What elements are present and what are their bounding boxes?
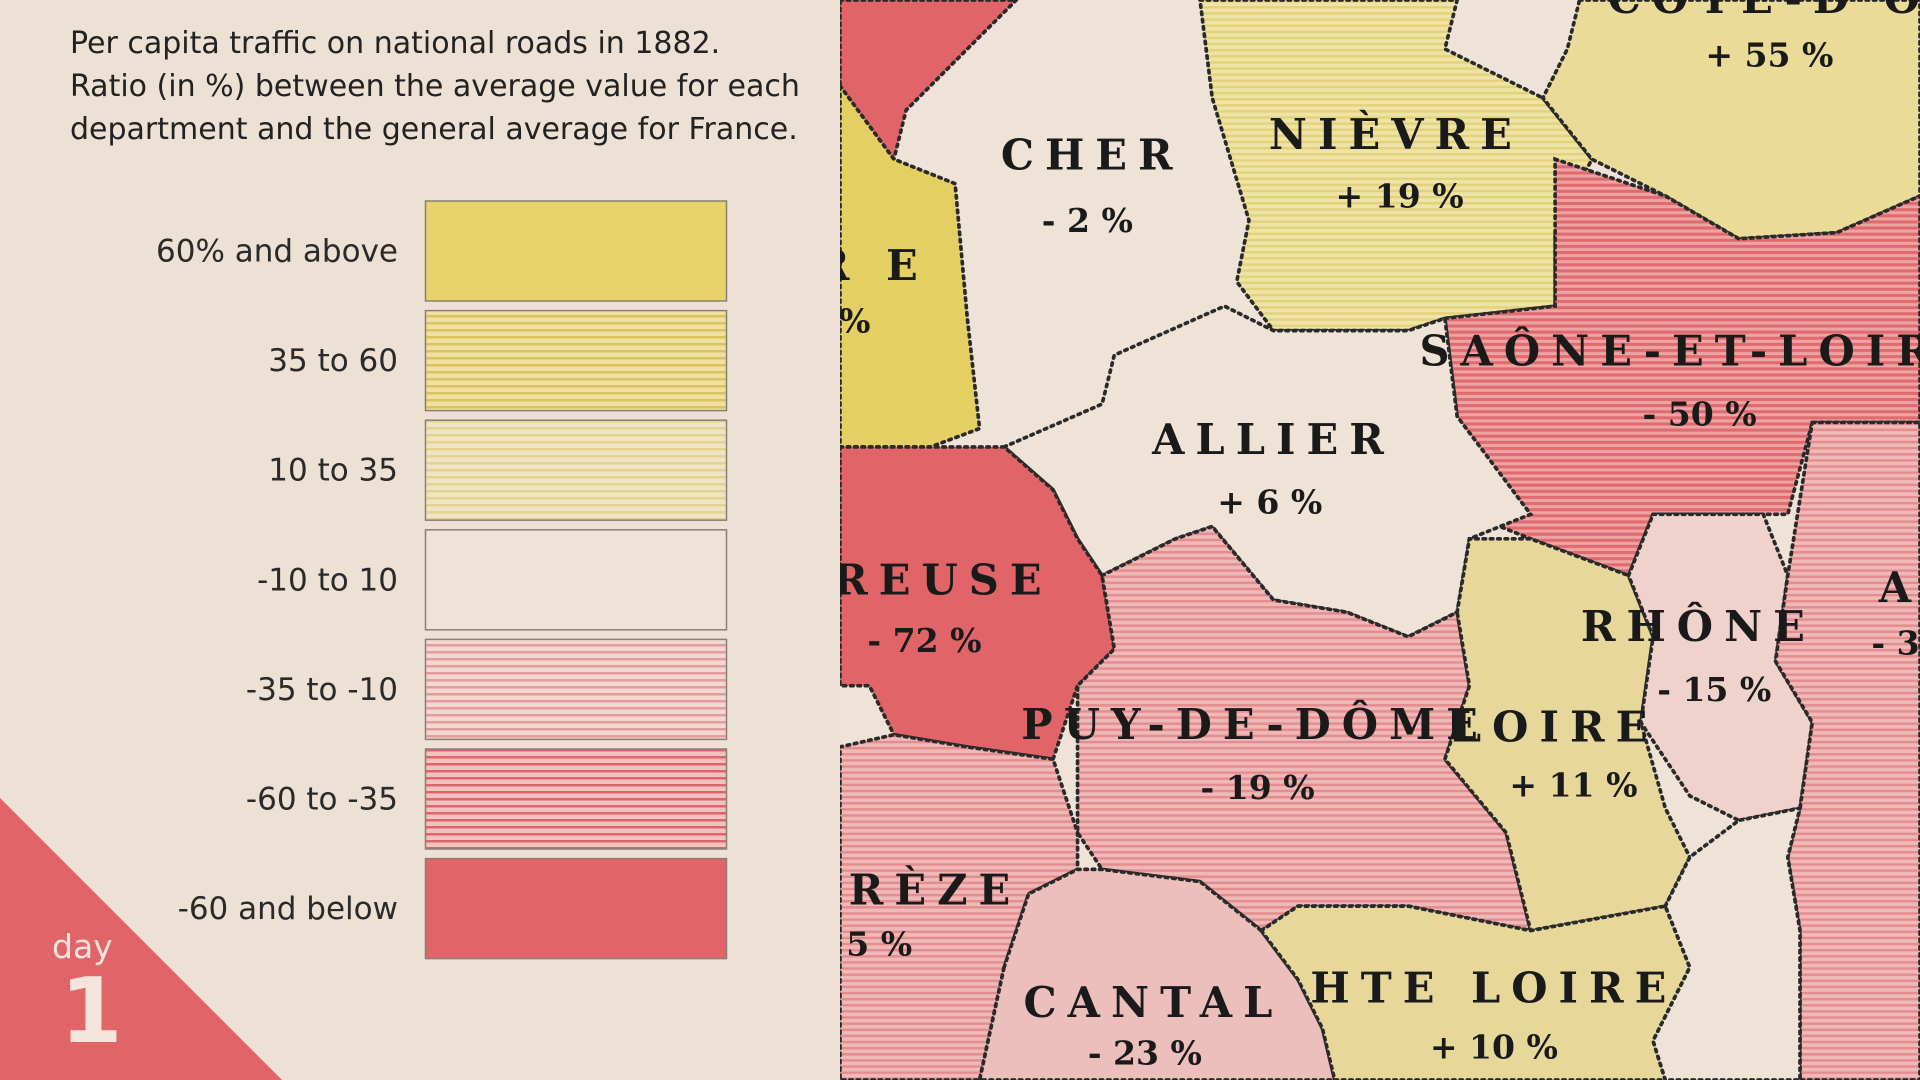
region-name: CHER [1001,131,1184,180]
region-value: + 11 % [1509,765,1637,804]
legend-panel: Per capita traffic on national roads in … [0,0,840,1080]
legend-label: -35 to -10 [246,672,398,708]
legend-swatch [424,419,728,521]
region-name: LOIRE [1452,703,1658,752]
region [1442,536,1692,933]
badge-triangle [0,798,282,1080]
region-value: + 6 % [1217,482,1322,521]
title-line: department and the general average for F… [70,112,798,147]
region-name: ALLIER [1151,415,1395,464]
region-value: % [840,301,870,340]
region [1651,805,1803,1080]
legend-label: 10 to 35 [268,453,398,489]
region-value: - 19 % [1200,768,1314,807]
region-value: - 72 % [867,621,981,660]
region-value: - 23 % [1088,1034,1202,1073]
map: CHER - 2 % NIÈVRE + 19 % CÔTE-D'O + 55 % SAÔNE… [840,0,1920,1080]
legend-swatch [424,200,728,302]
legend-label: -60 and below [178,891,398,927]
legend-swatch [424,748,728,850]
legend: day 1 60% and above 35 to 60 10 to 35 -10 t… [0,200,728,1080]
region-value: 5 % [846,925,912,964]
region [1075,524,1534,933]
legend-label: 35 to 60 [268,343,398,379]
title-line: Ratio (in %) between the average value f… [70,69,800,104]
region-name: HTE LOIRE [1310,963,1677,1012]
title: Per capita traffic on national roads in … [70,22,830,151]
region-value: - 3 [1871,623,1919,662]
region-name: RHÔNE [1581,602,1816,651]
region-name: CÔTE-D'O [1608,0,1920,23]
legend-swatch [424,857,728,960]
region-value: + 19 % [1336,176,1464,215]
title-line: Per capita traffic on national roads in … [70,26,721,61]
region-name: NIÈVRE [1269,110,1523,159]
region-name: RRÈZE [840,865,1021,914]
region-name: R E [840,241,929,290]
legend-label: -60 to -35 [246,782,398,818]
region-name: PUY-DE-DÔME [1021,700,1489,749]
region-value: + 10 % [1430,1027,1558,1066]
region-value: + 55 % [1705,36,1833,75]
map-labels: CHER - 2 % NIÈVRE + 19 % CÔTE-D'O + 55 % SAÔNE… [840,0,1920,1073]
region-value: - 50 % [1643,394,1757,433]
legend-swatch [424,638,728,741]
region-name: A [1878,563,1920,612]
legend-swatch [424,309,728,412]
region [840,0,1019,162]
badge-word: day [52,927,113,966]
legend-swatch [424,529,728,631]
region-name: CANTAL [1024,978,1284,1027]
badge-number: 1 [60,959,123,1064]
region-value: - 2 % [1042,201,1133,240]
region-value: - 15 % [1657,670,1771,709]
region-name: SAÔNE-ET-LOIRE [1419,327,1920,376]
legend-label: -10 to 10 [257,562,398,598]
legend-label: 60% and above [156,234,398,270]
region-name: REUSE [840,556,1053,605]
